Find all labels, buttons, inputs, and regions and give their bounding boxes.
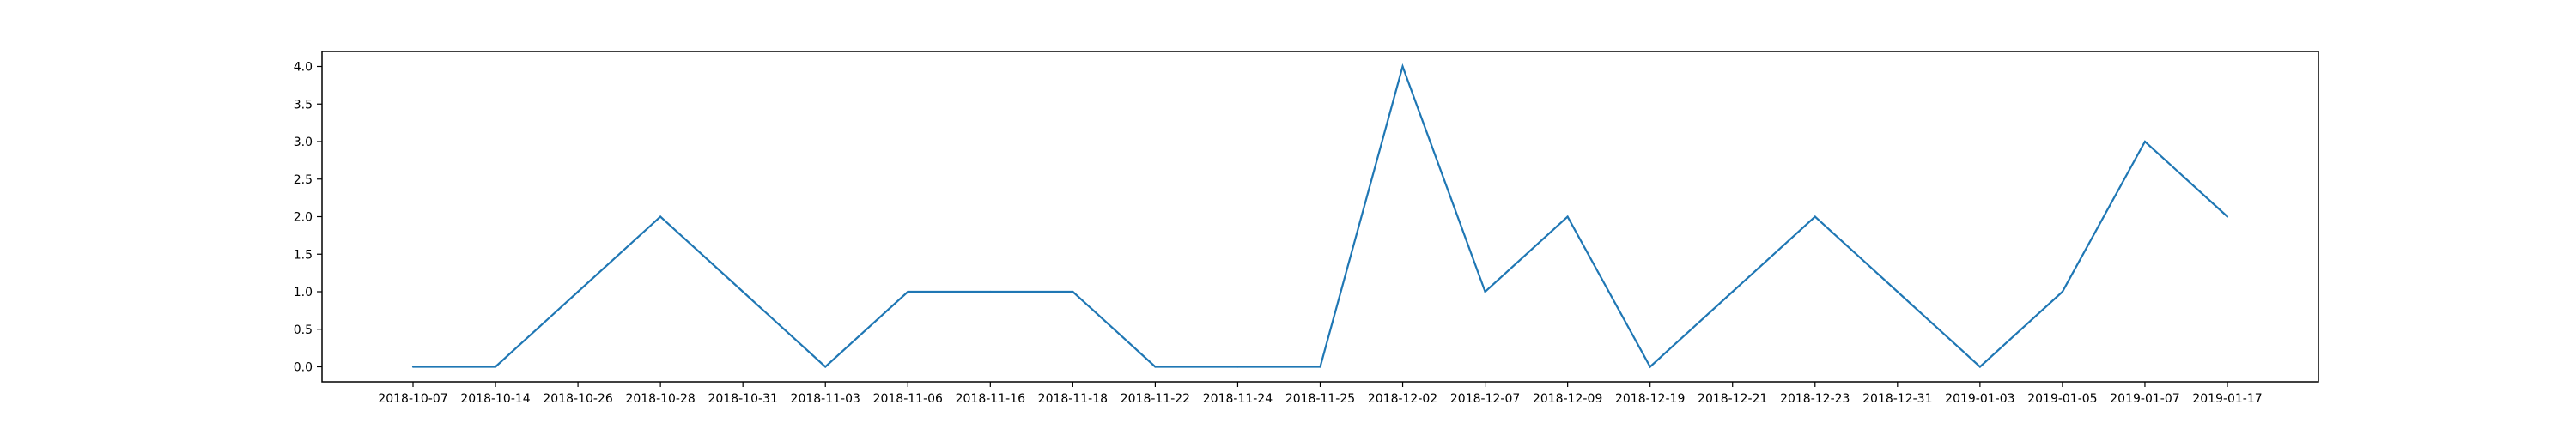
data-point bbox=[494, 366, 497, 368]
x-tick-label: 2018-12-09 bbox=[1533, 392, 1602, 406]
data-point bbox=[1814, 215, 1816, 218]
data-point bbox=[2143, 140, 2147, 143]
x-tick-label: 2018-11-22 bbox=[1121, 392, 1190, 406]
x-tick-label: 2018-12-19 bbox=[1615, 392, 1685, 406]
data-point bbox=[659, 215, 662, 218]
x-tick-label: 2018-12-07 bbox=[1450, 392, 1520, 406]
y-axis-ticks: 0.0 0.5 1.0 1.5 2.0 2.5 3.0 3.5 4.0 bbox=[294, 61, 322, 375]
data-point bbox=[1401, 65, 1404, 68]
y-tick-label: 1.5 bbox=[294, 248, 313, 262]
data-point bbox=[1319, 366, 1321, 368]
data-point bbox=[2226, 215, 2229, 218]
x-tick-label: 2018-11-16 bbox=[956, 392, 1025, 406]
data-point bbox=[1896, 290, 1899, 293]
plot-frame bbox=[321, 51, 2319, 383]
y-tick-label: 2.0 bbox=[294, 211, 313, 225]
data-point bbox=[1484, 290, 1486, 293]
x-tick-label: 2018-12-02 bbox=[1368, 392, 1437, 406]
data-point bbox=[1236, 366, 1239, 368]
x-tick-label: 2018-10-31 bbox=[708, 392, 777, 406]
data-point bbox=[1154, 366, 1157, 368]
data-point bbox=[1649, 366, 1651, 368]
x-tick-label: 2018-11-06 bbox=[873, 392, 943, 406]
x-tick-label: 2019-01-07 bbox=[2110, 392, 2179, 406]
x-tick-label: 2018-10-26 bbox=[543, 392, 612, 406]
series-group bbox=[411, 63, 2229, 369]
data-point bbox=[824, 366, 827, 368]
data-point bbox=[1731, 290, 1734, 293]
x-tick-label: 2019-01-17 bbox=[2192, 392, 2262, 406]
data-point bbox=[1072, 290, 1074, 293]
y-tick-label: 3.0 bbox=[294, 136, 313, 149]
x-tick-label: 2018-10-28 bbox=[625, 392, 695, 406]
x-axis-ticks: 2018-10-07 2018-10-14 2018-10-26 2018-10-28… bbox=[378, 382, 2263, 406]
data-point bbox=[1978, 366, 1981, 368]
x-tick-label: 2018-12-31 bbox=[1862, 392, 1932, 406]
x-tick-label: 2018-11-18 bbox=[1038, 392, 1108, 406]
x-tick-label: 2019-01-03 bbox=[1945, 392, 2014, 406]
x-tick-label: 2018-11-03 bbox=[791, 392, 860, 406]
y-tick-label: 0.5 bbox=[294, 323, 313, 337]
y-tick-label: 4.0 bbox=[294, 61, 313, 75]
data-point bbox=[989, 290, 992, 293]
data-point bbox=[1566, 215, 1569, 218]
data-point bbox=[576, 290, 580, 293]
x-tick-label: 2018-12-23 bbox=[1780, 392, 1850, 406]
data-point bbox=[411, 366, 415, 368]
x-tick-label: 2018-11-25 bbox=[1285, 392, 1355, 406]
x-tick-label: 2018-12-21 bbox=[1698, 392, 1767, 406]
data-point bbox=[907, 290, 909, 293]
y-tick-label: 0.0 bbox=[294, 361, 313, 375]
y-tick-label: 3.5 bbox=[294, 98, 313, 112]
x-tick-label: 2018-11-24 bbox=[1203, 392, 1273, 406]
data-point bbox=[742, 290, 744, 293]
data-point bbox=[2061, 290, 2064, 293]
y-tick-label: 2.5 bbox=[294, 173, 313, 187]
y-tick-label: 1.0 bbox=[294, 286, 313, 299]
x-tick-label: 2018-10-07 bbox=[378, 392, 447, 406]
x-tick-label: 2018-10-14 bbox=[460, 392, 530, 406]
x-tick-label: 2019-01-05 bbox=[2027, 392, 2097, 406]
